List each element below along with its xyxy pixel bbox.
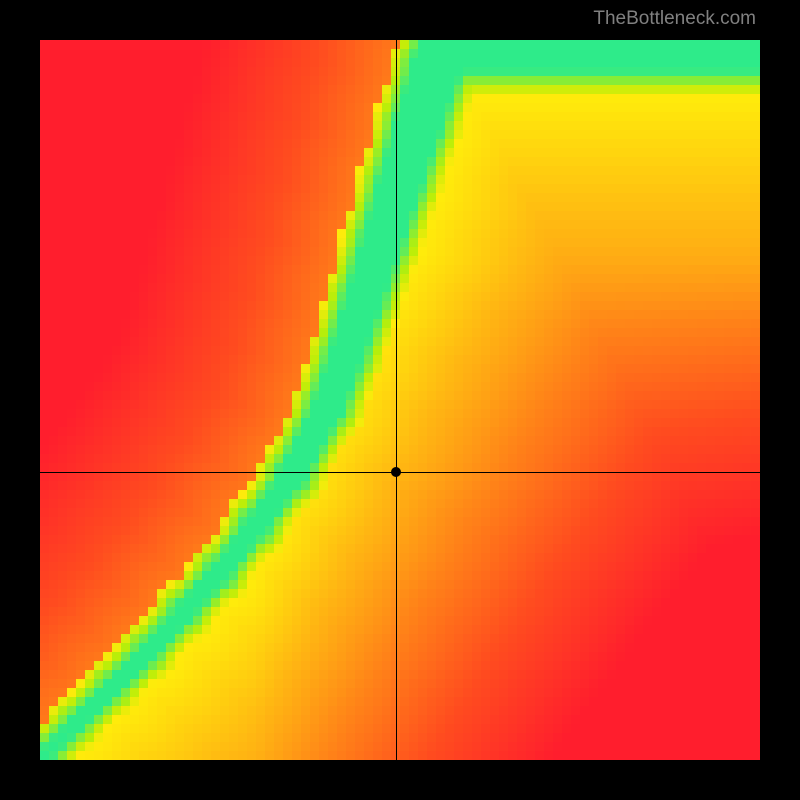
bottleneck-heatmap [40, 40, 760, 760]
crosshair-vertical [396, 40, 397, 760]
heatmap-container [40, 40, 760, 760]
watermark-text: TheBottleneck.com [593, 8, 756, 30]
point-marker [391, 467, 401, 477]
